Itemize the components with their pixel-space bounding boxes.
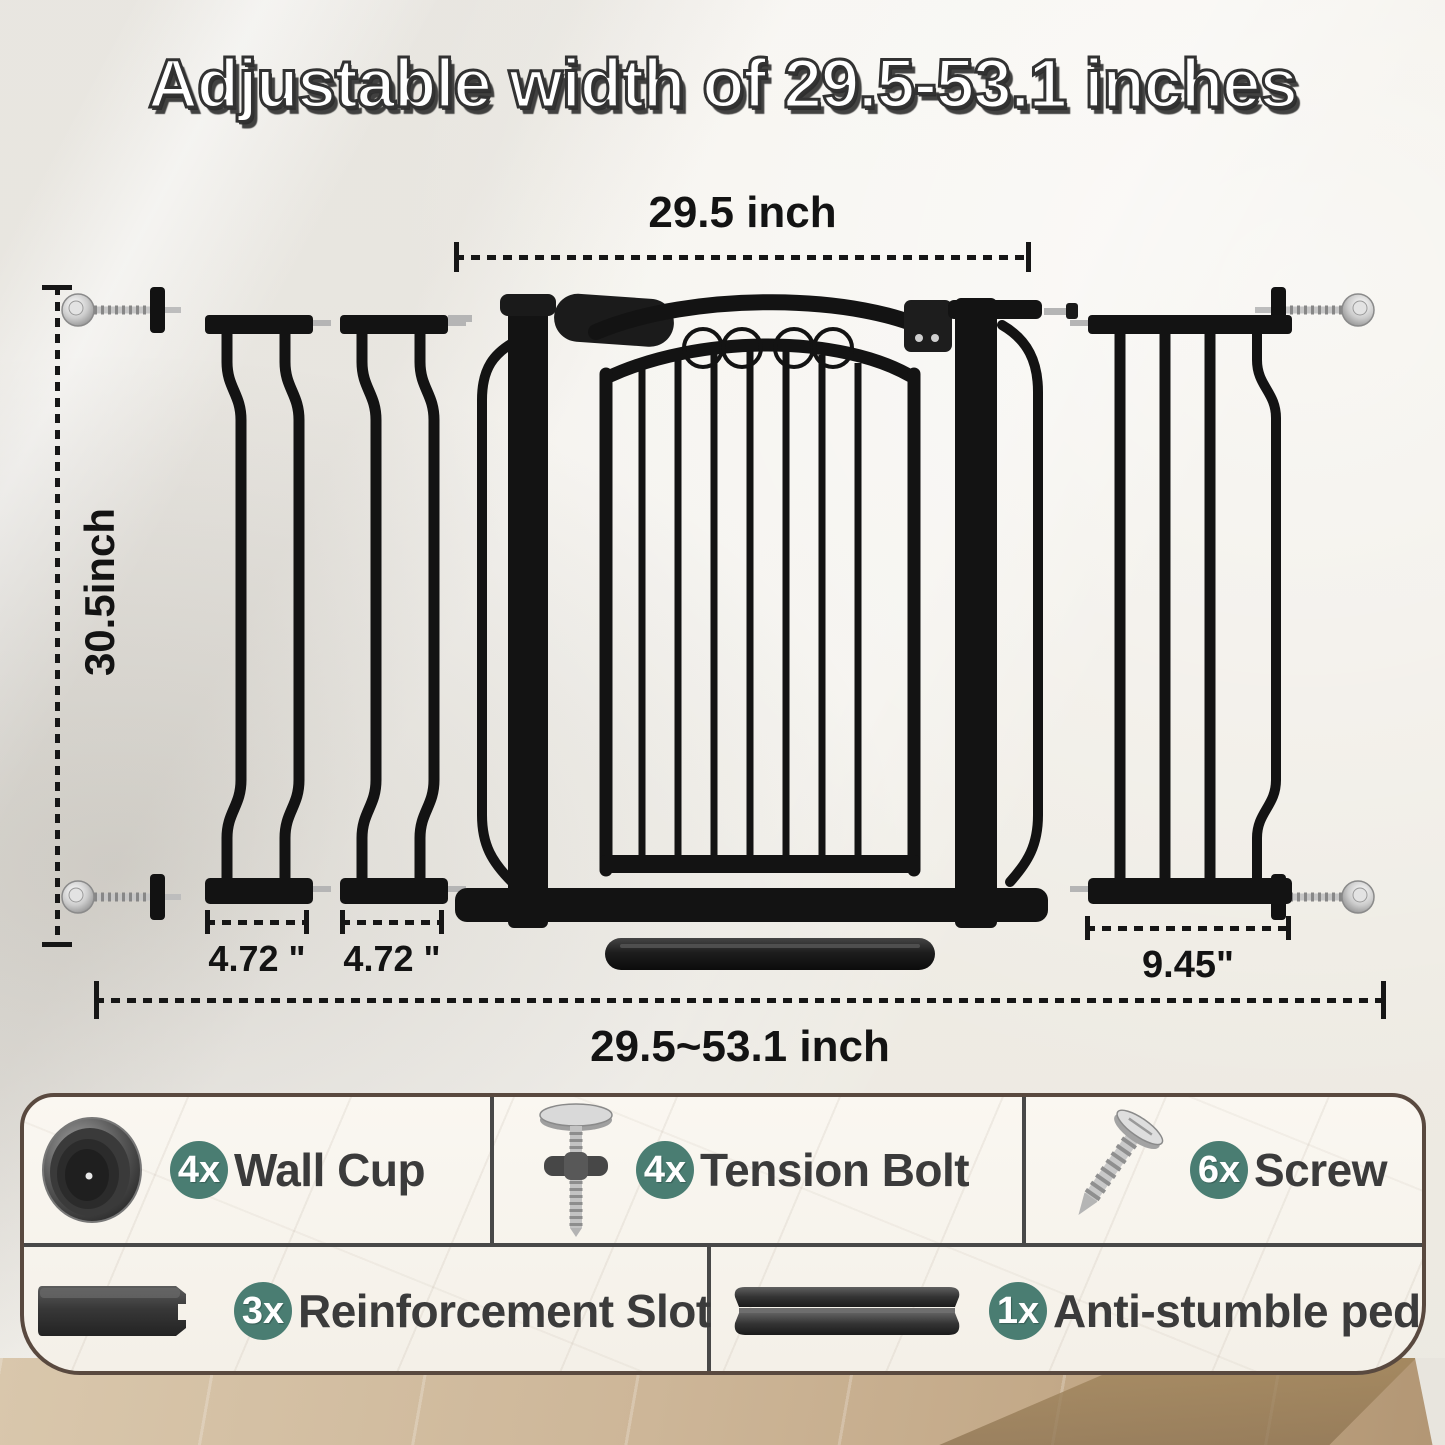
dimension-label-extension-large: 9.45" [1142,944,1234,986]
part-label: Wall Cup [234,1144,426,1196]
part-label: Reinforcement Slot [298,1285,711,1337]
dimension-line-extension-2 [340,910,444,934]
wall-screw-icon [62,874,181,920]
extension-panel-small [205,315,331,904]
part-item-tension-bolt: 4x Tension Bolt [494,1097,1062,1243]
panel-divider [490,1097,494,1243]
part-label: Tension Bolt [700,1144,970,1196]
dimension-label-gate-width: 29.5 inch [648,188,837,237]
panel-divider [1022,1097,1026,1243]
screw-icon [1078,1109,1164,1216]
dimension-line-extension-1 [205,910,309,934]
panel-divider [24,1243,1422,1247]
gate-center-section [448,293,1078,928]
part-label: Anti-stumble pedal [1053,1285,1426,1337]
dimension-label-extension-2: 4.72 " [343,938,441,979]
anti-stumble-pedal-icon [734,1287,960,1335]
part-item-screw: 6x Screw [1026,1097,1422,1243]
quantity-badge: 1x [989,1282,1047,1340]
pedal-under-gate [605,938,935,970]
dimension-label-total: 29.5~53.1 inch [590,1022,890,1071]
gate-illustration [30,270,1420,970]
parts-panel: 4x Wall Cup 4x Tension Bolt [20,1093,1426,1375]
headline: Adjustable width of 29.5-53.1 inches [147,44,1300,124]
reinforcement-slot-icon [38,1286,186,1336]
tension-bolt-icon [539,1103,613,1237]
quantity-badge: 4x [170,1141,228,1199]
part-item-anti-stumble-pedal: 1x Anti-stumble pedal [711,1247,1426,1371]
panel-divider [707,1247,711,1371]
wall-cup-icon [42,1117,142,1223]
extension-panel-small [340,315,466,904]
extension-panel-large [1070,315,1292,904]
dimension-line-height [42,285,72,947]
dimension-line-total [94,981,1386,1019]
part-item-reinforcement-slot: 3x Reinforcement Slot [24,1247,715,1371]
dimension-line-extension-large [1085,916,1291,940]
dimension-label-extension-1: 4.72 " [208,938,306,979]
part-item-wall-cup: 4x Wall Cup [24,1097,502,1243]
dimension-line-gate-width [454,242,1031,272]
quantity-badge: 3x [234,1282,292,1340]
quantity-badge: 6x [1190,1141,1248,1199]
quantity-badge: 4x [636,1141,694,1199]
part-label: Screw [1254,1144,1388,1196]
wall-screw-icon [62,287,181,333]
